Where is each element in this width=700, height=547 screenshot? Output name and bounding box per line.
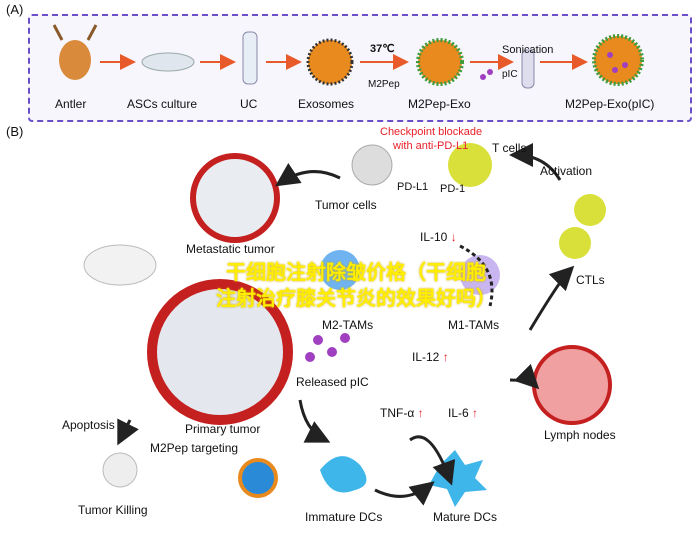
tumor-killing-label: Tumor Killing [78, 503, 148, 517]
lymph-node-icon [532, 345, 612, 425]
mouse-icon [83, 244, 157, 286]
tumor-killing-icon [102, 452, 138, 488]
temperature-label: 37℃ [370, 43, 395, 55]
mature-dc-icon [429, 450, 487, 507]
il12-label: IL-12 ↑ [412, 350, 449, 364]
t-cells-label: T cells [492, 141, 527, 155]
t-cell-icon [448, 143, 492, 187]
panel-b-label: (B) [6, 124, 24, 139]
ctls-label: CTLs [576, 273, 605, 287]
m2-tams-label: M2-TAMs [322, 318, 374, 332]
step-label: Antler [55, 97, 87, 111]
immature-dc-icon [320, 456, 367, 493]
m2pep-label: M2Pep [368, 79, 400, 90]
mature-dcs-label: Mature DCs [433, 510, 498, 524]
targeting-exosome-icon [238, 458, 278, 498]
lymph-nodes-label: Lymph nodes [544, 428, 616, 442]
sonication-tube-icon [521, 49, 535, 89]
il10-label: IL-10 ↓ [420, 230, 457, 244]
sonication-label: Sonication [502, 44, 554, 56]
step-label: ASCs culture [127, 97, 198, 111]
checkpoint-label-2: with anti-PD-L1 [393, 140, 469, 152]
primary-tumor-label: Primary tumor [185, 422, 261, 436]
activation-label: Activation [540, 164, 593, 178]
metastatic-tumor-label: Metastatic tumor [186, 242, 275, 256]
step-label: M2Pep-Exo [408, 97, 471, 111]
watermark-line-1: 干细胞注射除皱价格（干细胞 [226, 262, 486, 284]
tube-icon [242, 31, 258, 85]
watermark-line-2: 注射治疗膝关节炎的效果好吗） [216, 288, 496, 310]
tnf-label: TNF-α ↑ [380, 406, 424, 420]
step-label: M2Pep-Exo(pIC) [565, 97, 655, 111]
metastatic-tumor-icon [190, 153, 280, 243]
pd-l1-label: PD-L1 [397, 181, 429, 193]
ctl-icon [559, 227, 591, 259]
step-label: Exosomes [298, 97, 355, 111]
deer-icon [52, 24, 98, 80]
immature-dcs-label: Immature DCs [305, 510, 383, 524]
pd-1-label: PD-1 [440, 183, 466, 195]
exosome-icon [306, 38, 354, 86]
tumor-cell-icon [351, 144, 393, 186]
released-pic-label: Released pIC [296, 375, 369, 389]
m1-tam-icon [460, 255, 500, 295]
il6-label: IL-6 ↑ [448, 406, 479, 420]
step-label: UC [240, 97, 258, 111]
petri-dish-icon [141, 52, 195, 72]
m1-tams-label: M1-TAMs [448, 318, 500, 332]
m2pep-targeting-label: M2Pep targeting [150, 441, 239, 455]
m2pep-exo-icon [416, 38, 464, 86]
ctl-icon [574, 194, 606, 226]
m2pep-exo-pic-icon [592, 34, 644, 86]
apoptosis-label: Apoptosis [62, 418, 115, 432]
pic-label: pIC [502, 69, 518, 80]
checkpoint-label: Checkpoint blockade [380, 126, 483, 138]
m2-tam-icon [320, 250, 360, 290]
primary-tumor-icon [147, 279, 293, 425]
tumor-cells-label: Tumor cells [315, 198, 377, 212]
panel-a-label: (A) [6, 2, 24, 17]
